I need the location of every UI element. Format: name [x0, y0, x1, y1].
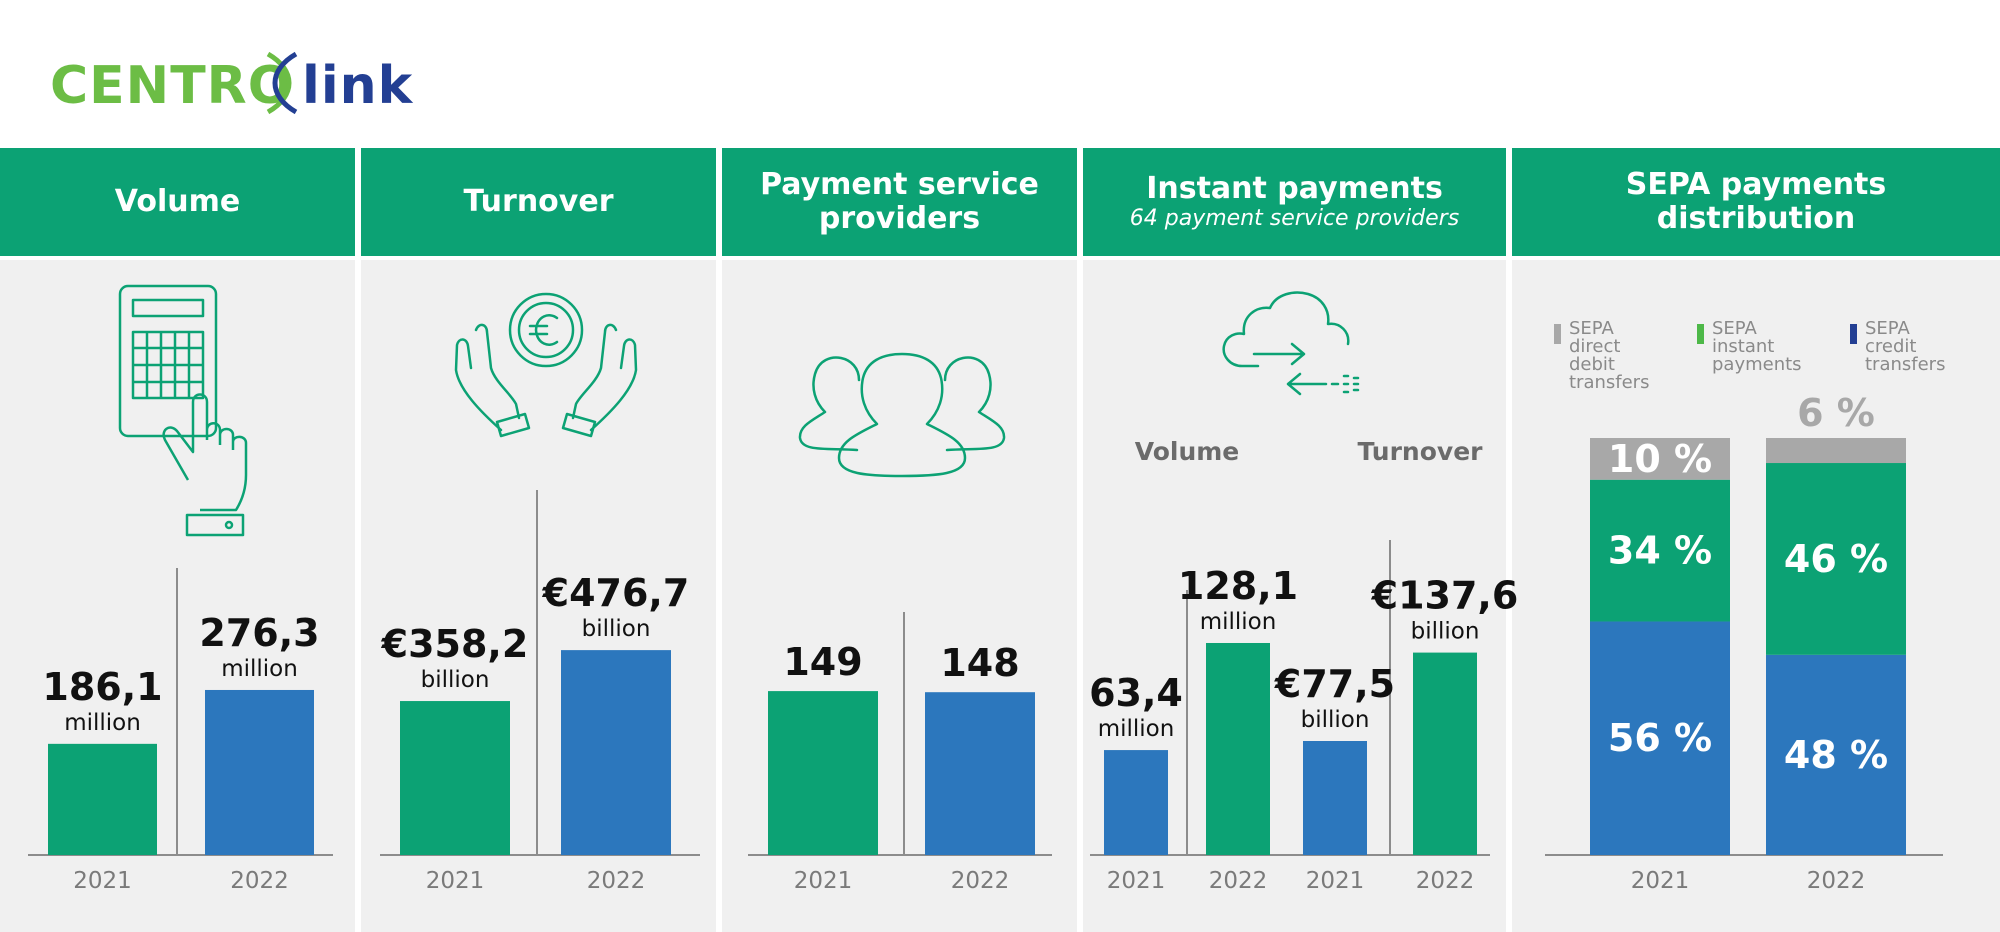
panel-title: Turnover — [463, 184, 614, 219]
panel-title: Volume — [114, 184, 241, 219]
logo-helix-icon — [266, 51, 298, 115]
panel-body — [361, 260, 716, 932]
people-group-icon — [798, 352, 1006, 478]
legend-swatch — [1697, 324, 1704, 344]
calculator-hand-icon — [118, 284, 248, 537]
legend-swatch — [1850, 324, 1857, 344]
panel-body — [722, 260, 1077, 932]
panel-header: Instant payments 64 payment service prov… — [1083, 148, 1506, 256]
legend-swatch — [1554, 324, 1561, 344]
logo-text-centro: CENTRO — [50, 56, 293, 116]
panel-header: SEPA payments distribution — [1512, 148, 2000, 256]
panel-instant-payments: Instant payments 64 payment service prov… — [1083, 148, 1506, 932]
panel-title: Payment service providers — [760, 167, 1039, 236]
centrolink-logo: CENTRO link — [50, 44, 412, 124]
panel-header: Payment service providers — [722, 148, 1077, 256]
euro-hands-icon — [454, 292, 638, 438]
panel-turnover: Turnover — [361, 148, 716, 932]
panel-payment-service-providers: Payment service providers — [722, 148, 1077, 932]
legend-label: SEPA credit transfers — [1865, 318, 1946, 375]
panel-body — [0, 260, 355, 932]
panel-title: SEPA payments distribution — [1625, 167, 1887, 236]
panel-header: Turnover — [361, 148, 716, 256]
panel-subtitle: 64 payment service providers — [1129, 206, 1460, 231]
panel-body — [1083, 260, 1506, 932]
legend-label: SEPA instant payments — [1712, 318, 1802, 375]
panel-volume: Volume — [0, 148, 355, 932]
panel-sepa-distribution: SEPA payments distribution SEPA direct d… — [1512, 148, 2000, 932]
legend-label: SEPA direct debit transfers — [1569, 318, 1650, 393]
cloud-transfer-icon — [1222, 291, 1360, 396]
panel-header: Volume — [0, 148, 355, 256]
panel-title: Instant payments — [1146, 171, 1443, 206]
panel-body: SEPA direct debit transfers SEPA instant… — [1512, 260, 2000, 932]
logo-text-link: link — [302, 56, 414, 116]
